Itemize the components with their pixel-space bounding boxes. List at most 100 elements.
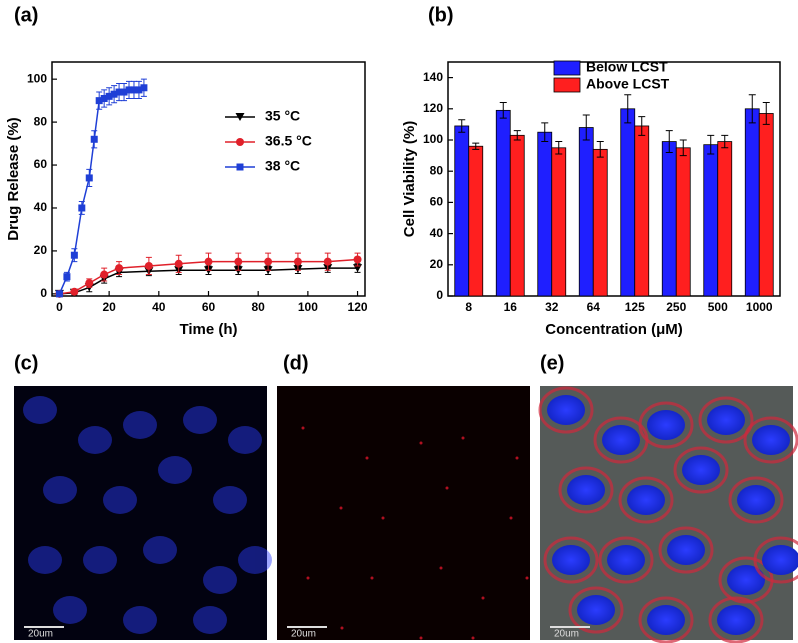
marker <box>100 94 108 102</box>
legend-label: 35 °C <box>265 108 300 124</box>
bar <box>661 141 677 297</box>
image-blue-channel <box>14 386 267 640</box>
cell-outline <box>658 526 714 574</box>
error-bar <box>582 114 590 141</box>
bar <box>592 148 608 297</box>
nucleus <box>83 546 117 574</box>
cell-outline <box>538 386 594 434</box>
error-bar <box>665 130 673 153</box>
x-axis-label: Time (h) <box>179 321 237 338</box>
merged-cells <box>538 386 798 643</box>
x-tick-label: 120 <box>348 300 368 314</box>
bar <box>495 109 511 297</box>
image-red-channel <box>277 386 530 640</box>
panel-label: (b) <box>428 4 454 26</box>
nucleus <box>238 546 272 574</box>
cell-outline <box>753 536 798 584</box>
y-tick-label: 40 <box>430 226 444 240</box>
marker <box>264 257 273 266</box>
marker <box>144 261 153 270</box>
line <box>58 87 145 295</box>
y-tick-label: 120 <box>423 101 443 115</box>
nuclei <box>23 396 272 634</box>
spot <box>306 576 310 580</box>
y-tick-label: 80 <box>430 163 444 177</box>
nucleus <box>43 476 77 504</box>
marker <box>174 259 183 268</box>
nucleus <box>28 546 62 574</box>
bar <box>744 108 760 297</box>
spot <box>445 486 449 490</box>
marker <box>130 86 138 94</box>
error-bar <box>638 116 646 136</box>
spot <box>340 626 344 630</box>
nucleus <box>547 395 585 425</box>
nucleus <box>667 535 705 565</box>
x-tick-label: 16 <box>504 300 518 314</box>
spot <box>381 516 385 520</box>
nucleus <box>682 455 720 485</box>
error-bar <box>762 102 770 125</box>
y-axis-label: Cell Viability (%) <box>401 121 418 237</box>
marker <box>293 257 302 266</box>
scale-bar-label: 20um <box>28 629 53 640</box>
nucleus <box>203 566 237 594</box>
bar <box>468 145 484 297</box>
nucleus <box>123 606 157 634</box>
cell-outline <box>618 476 674 524</box>
bar <box>454 125 470 297</box>
y-tick-label: 20 <box>430 257 444 271</box>
x-tick-label: 250 <box>666 300 686 314</box>
marker <box>85 279 94 288</box>
x-tick-label: 40 <box>152 300 166 314</box>
nucleus <box>183 406 217 434</box>
x-tick-label: 64 <box>587 300 601 314</box>
nucleus <box>577 595 615 625</box>
error-bar <box>472 142 480 150</box>
nucleus <box>158 456 192 484</box>
spot <box>525 576 529 580</box>
marker <box>110 90 118 98</box>
legend-label: Below LCST <box>586 59 668 75</box>
y-tick-label: 140 <box>423 70 443 84</box>
error-bar <box>721 134 729 149</box>
panel-label: (e) <box>540 352 564 374</box>
spot <box>365 456 369 460</box>
marker <box>70 287 79 296</box>
spot <box>515 456 519 460</box>
marker <box>70 251 78 259</box>
cell-outline <box>698 396 754 444</box>
x-tick-label: 20 <box>102 300 116 314</box>
bar <box>717 141 733 297</box>
spot <box>419 636 423 640</box>
legend-label: 36.5 °C <box>265 133 312 149</box>
nucleus <box>123 411 157 439</box>
bar <box>509 134 525 297</box>
bar <box>578 127 594 297</box>
x-tick-label: 0 <box>56 300 63 314</box>
cell-outline <box>568 586 624 634</box>
marker <box>204 257 213 266</box>
error-bar <box>458 119 466 133</box>
panel-label: (c) <box>14 352 38 374</box>
spot <box>509 516 513 520</box>
nucleus <box>552 545 590 575</box>
nucleus <box>103 486 137 514</box>
error-bar <box>513 130 521 141</box>
spot <box>471 636 475 640</box>
panel-label: (d) <box>283 352 309 374</box>
x-tick-label: 125 <box>625 300 645 314</box>
bar <box>537 131 553 297</box>
marker <box>115 88 123 96</box>
nucleus <box>78 426 112 454</box>
legend-label: 38 °C <box>265 158 300 174</box>
bar <box>758 113 774 297</box>
error-bar <box>541 122 549 143</box>
plot-frame <box>447 61 781 297</box>
cell-outline <box>673 446 729 494</box>
bar <box>675 147 691 297</box>
red-spots <box>301 426 529 640</box>
y-tick-label: 80 <box>34 114 48 128</box>
cell-outline <box>708 596 764 643</box>
marker <box>78 204 86 212</box>
